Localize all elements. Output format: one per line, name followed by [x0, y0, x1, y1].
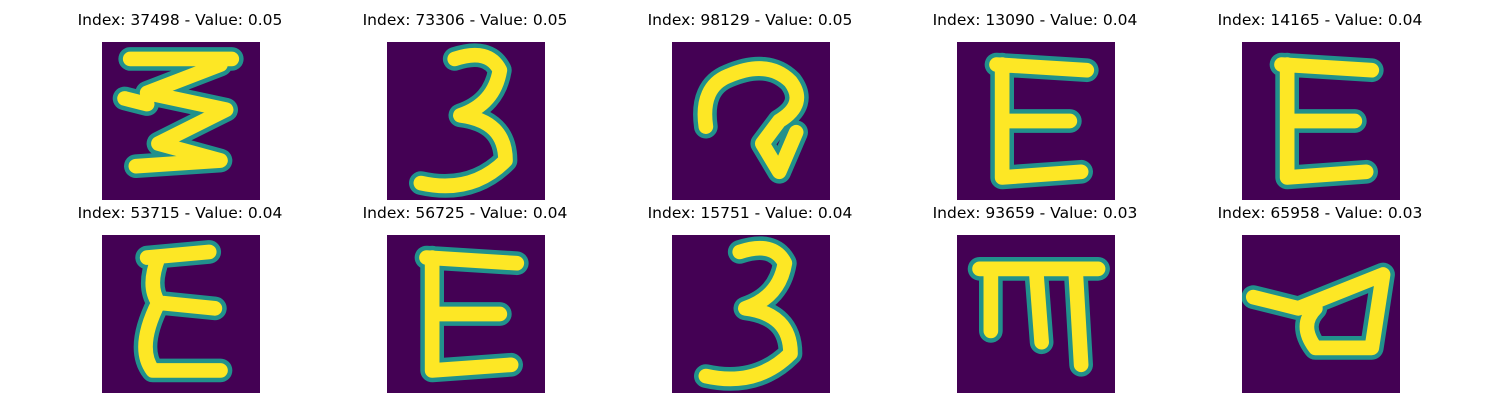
image-tile: Index: 13090 - Value: 0.04: [895, 8, 1175, 200]
hook-glyph-image: [672, 42, 830, 200]
tile-title: Index: 13090 - Value: 0.04: [932, 11, 1138, 29]
image-tile: Index: 37498 - Value: 0.05: [40, 8, 320, 200]
tile-title: Index: 53715 - Value: 0.04: [77, 204, 283, 222]
stroke-core: [697, 61, 805, 180]
stroke-core: [117, 51, 240, 174]
stroke-core: [989, 57, 1095, 185]
stroke-core: [698, 240, 798, 387]
tile-title: Index: 93659 - Value: 0.03: [932, 204, 1138, 222]
tile-title: Index: 37498 - Value: 0.05: [77, 11, 283, 29]
zigzag-digit-image: [102, 42, 260, 200]
stroke-core: [138, 244, 228, 378]
stroke-core: [413, 47, 513, 194]
letter-E-image: [1242, 42, 1400, 200]
tile-title: Index: 98129 - Value: 0.05: [647, 11, 853, 29]
image-tile: Index: 73306 - Value: 0.05: [325, 8, 605, 200]
tile-title: Index: 65958 - Value: 0.03: [1217, 204, 1423, 222]
digit-3-image: [672, 235, 830, 393]
image-tile: Index: 65958 - Value: 0.03: [1180, 201, 1460, 393]
letter-E-image: [957, 42, 1115, 200]
stroke-core: [1274, 57, 1380, 185]
stroke-core: [1245, 267, 1391, 356]
image-tile: Index: 15751 - Value: 0.04: [610, 201, 890, 393]
tile-title: Index: 14165 - Value: 0.04: [1217, 11, 1423, 29]
tile-title: Index: 56725 - Value: 0.04: [362, 204, 568, 222]
image-tile: Index: 98129 - Value: 0.05: [610, 8, 890, 200]
image-tile: Index: 14165 - Value: 0.04: [1180, 8, 1460, 200]
letter-E-image: [387, 235, 545, 393]
stroke-core: [972, 261, 1106, 373]
stroke-core: [419, 250, 525, 378]
m-glyph-image: [957, 235, 1115, 393]
epsilon-glyph-image: [102, 235, 260, 393]
digit-3-image: [387, 42, 545, 200]
image-tile: Index: 93659 - Value: 0.03: [895, 201, 1175, 393]
image-tile: Index: 53715 - Value: 0.04: [40, 201, 320, 393]
tile-title: Index: 73306 - Value: 0.05: [362, 11, 568, 29]
tile-title: Index: 15751 - Value: 0.04: [647, 204, 853, 222]
image-tile: Index: 56725 - Value: 0.04: [325, 201, 605, 393]
loop-glyph-image: [1242, 235, 1400, 393]
